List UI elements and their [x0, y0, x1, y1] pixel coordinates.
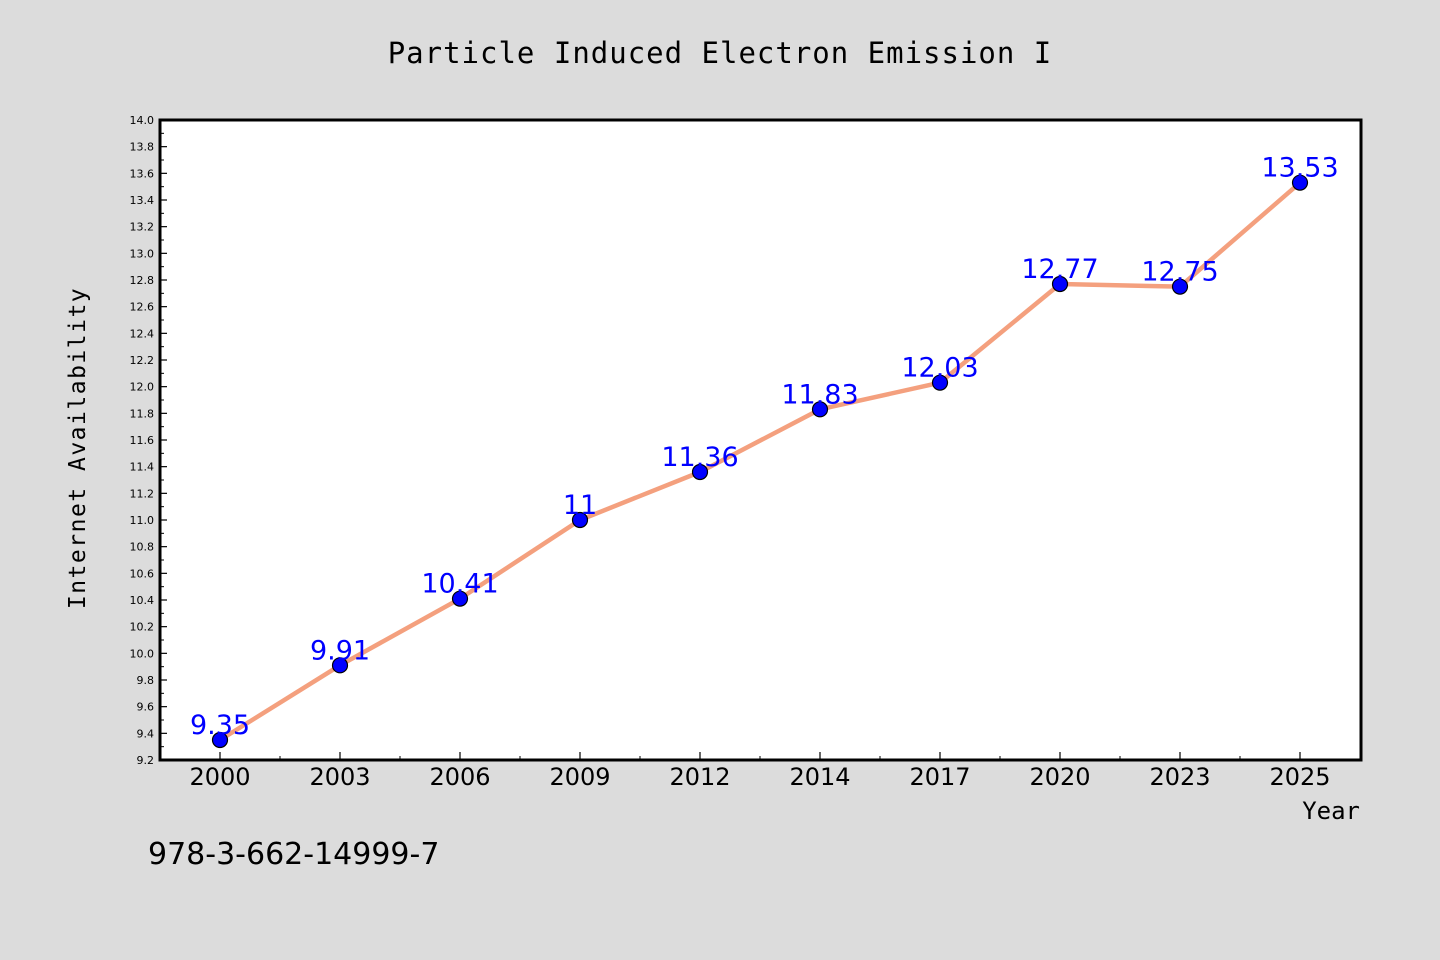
y-tick-label: 13.4 [130, 194, 155, 207]
isbn-text: 978-3-662-14999-7 [148, 837, 439, 872]
y-tick-label: 14.0 [130, 114, 155, 127]
y-tick-label: 12.0 [130, 381, 155, 394]
y-tick-label: 12.4 [130, 327, 155, 340]
x-tick-label: 2020 [1029, 763, 1090, 791]
data-label: 9.35 [190, 710, 250, 741]
y-tick-label: 11.6 [130, 434, 155, 447]
data-label: 12.75 [1141, 257, 1218, 288]
data-label: 11.36 [661, 442, 738, 473]
data-label: 11 [563, 490, 597, 521]
data-point [691, 463, 709, 481]
series-line [217, 180, 1303, 743]
x-axis-ticks: 2000 2003 2006 2009 2012 2014 2017 2020 2023 2025 [189, 752, 1331, 791]
y-tick-label: 10.0 [130, 647, 155, 660]
y-tick-label: 12.6 [130, 301, 155, 314]
y-tick-label: 9.6 [137, 701, 155, 714]
chart-title: Particle Induced Electron Emission I [388, 36, 1053, 70]
data-point [451, 590, 469, 607]
data-label: 13.53 [1261, 153, 1338, 184]
x-tick-label: 2012 [669, 763, 730, 791]
data-point [331, 657, 349, 674]
y-tick-label: 9.2 [137, 754, 155, 767]
y-tick-label: 9.4 [137, 727, 155, 740]
y-tick-label: 11.0 [130, 514, 155, 527]
x-tick-label: 2025 [1269, 763, 1330, 791]
data-point [1051, 275, 1069, 293]
data-point [931, 374, 949, 391]
data-label: 12.03 [901, 353, 978, 384]
y-tick-label: 11.8 [130, 407, 155, 420]
y-tick-label: 11.4 [130, 461, 155, 474]
y-tick-label: 13.8 [130, 141, 155, 154]
data-label: 10.41 [421, 569, 498, 600]
y-tick-label: 12.8 [130, 274, 155, 287]
data-point [571, 511, 589, 529]
y-axis-label: Internet Availability [65, 287, 91, 609]
y-tick-label: 10.4 [130, 594, 155, 607]
data-point [1171, 278, 1189, 295]
x-tick-label: 2000 [189, 763, 250, 791]
y-tick-label: 12.2 [130, 354, 155, 367]
y-tick-label: 13.0 [130, 247, 155, 260]
y-tick-label: 10.2 [130, 621, 155, 634]
data-label: 12.77 [1021, 254, 1098, 285]
data-label: 11.83 [781, 379, 858, 410]
x-tick-label: 2006 [429, 763, 490, 791]
data-point [1291, 174, 1309, 191]
x-tick-label: 2014 [789, 763, 850, 791]
y-tick-label: 9.8 [137, 674, 155, 687]
series-group: 9.35 9.91 10.41 11 11.36 11.83 12.03 12.77 12.75… [190, 153, 1339, 749]
x-tick-label: 2009 [549, 763, 610, 791]
y-tick-label: 10.6 [130, 567, 155, 580]
data-point [811, 401, 829, 418]
plot-frame [158, 118, 1363, 762]
x-tick-label: 2003 [309, 763, 370, 791]
y-tick-label: 11.2 [130, 487, 155, 500]
x-axis-label: Year [1302, 797, 1360, 825]
x-tick-label: 2023 [1149, 763, 1210, 791]
data-label: 9.91 [310, 635, 370, 666]
y-tick-label: 13.6 [130, 167, 155, 180]
data-point [211, 731, 229, 749]
y-axis-ticks: 9.2 9.4 9.6 9.8 10.0 10.2 10.4 10.6 10.8 11.0 11.2… [130, 114, 167, 767]
x-tick-label: 2017 [909, 763, 970, 791]
y-tick-label: 10.8 [130, 541, 155, 554]
y-tick-label: 13.2 [130, 221, 155, 234]
